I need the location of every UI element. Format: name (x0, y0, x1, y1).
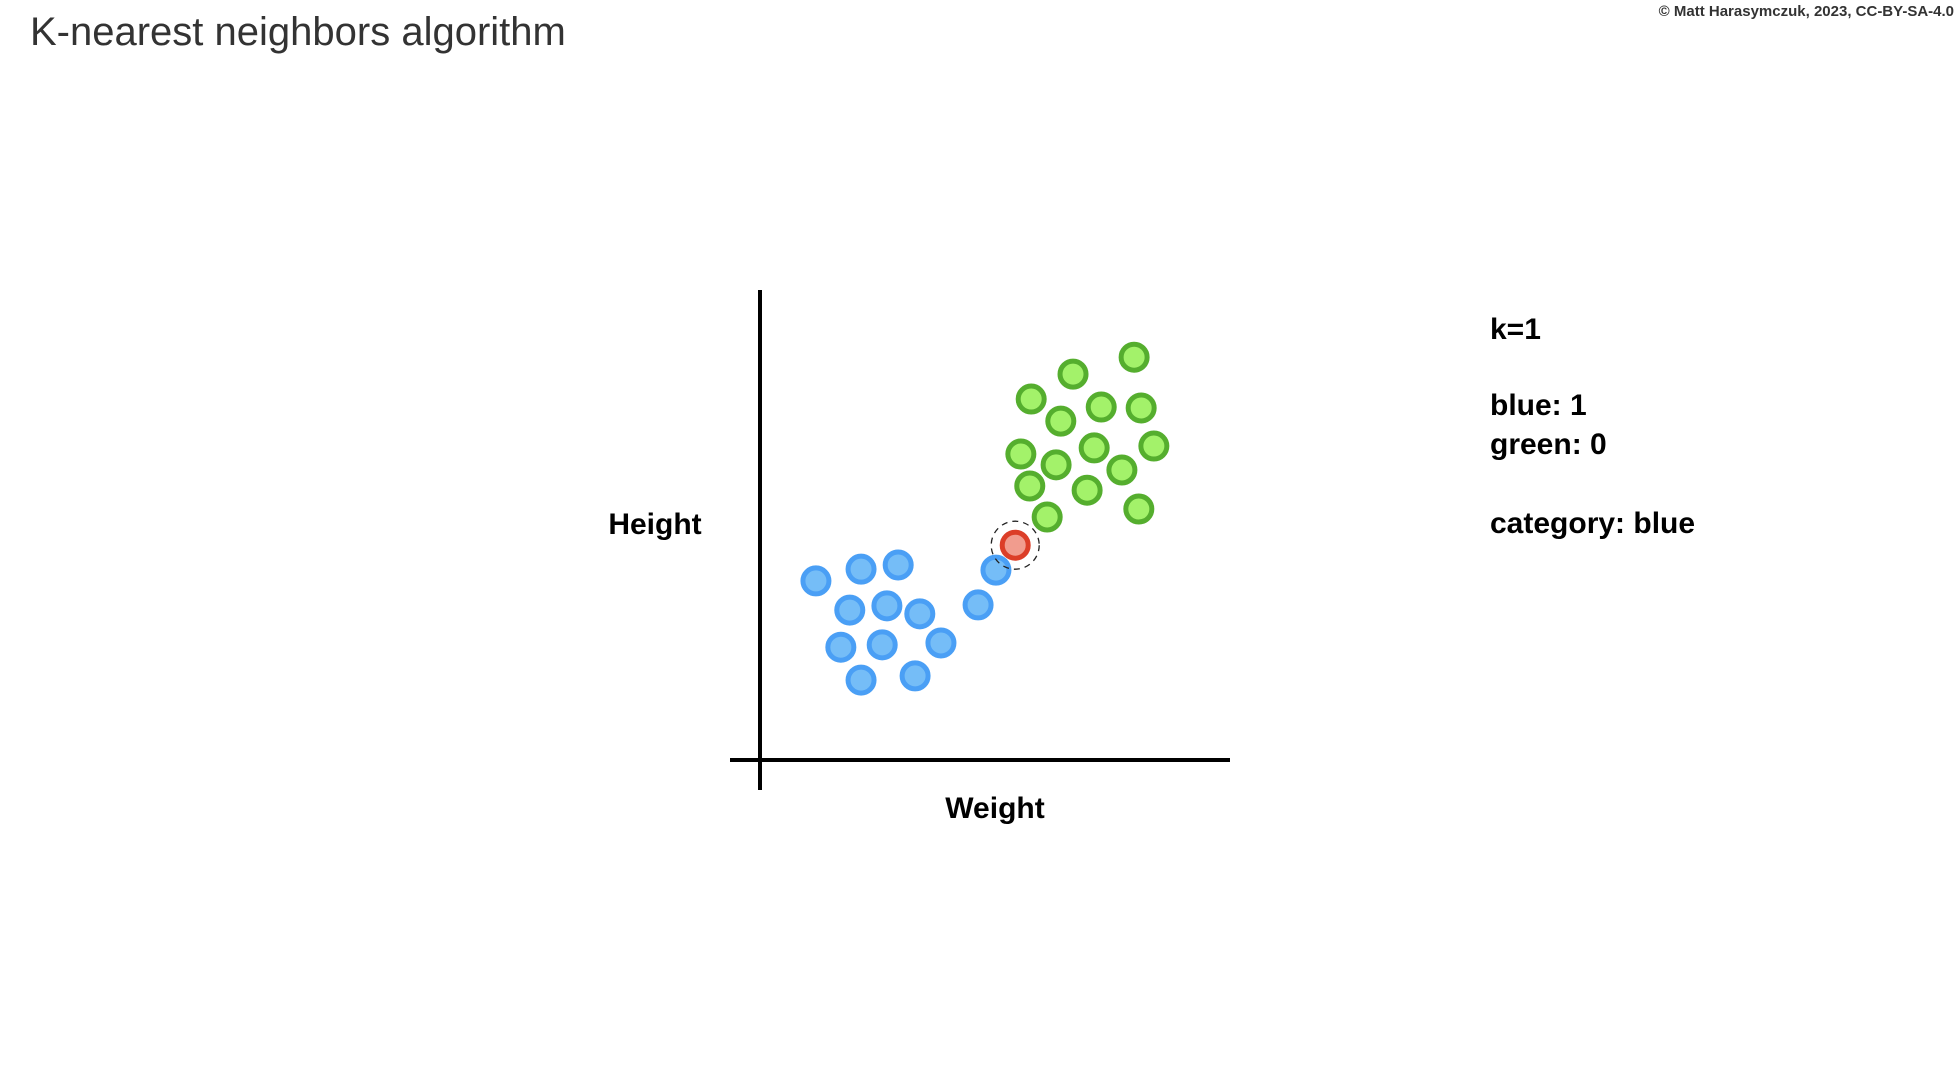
blue-point (925, 627, 957, 659)
blue-point (834, 594, 866, 626)
blue-point (980, 554, 1012, 586)
green-point (1015, 383, 1047, 415)
green-point (1138, 430, 1170, 462)
blue-point (904, 598, 936, 630)
y-axis-label: Height (608, 508, 702, 541)
blue-point (845, 553, 877, 585)
green-point (1005, 438, 1037, 470)
blue-point (962, 589, 994, 621)
blue-point (825, 631, 857, 663)
green-point (1106, 454, 1138, 486)
blue-point (871, 590, 903, 622)
category-result: category: blue (1490, 507, 1696, 540)
credit-text: © Matt Harasymczuk, 2023, CC-BY-SA-4.0 (1658, 3, 1954, 20)
green-point (1118, 341, 1150, 373)
blue-point (845, 664, 877, 696)
green-count: green: 0 (1490, 428, 1607, 461)
k-value: k=1 (1490, 313, 1541, 346)
blue-point (866, 629, 898, 661)
blue-point (882, 549, 914, 581)
neighbor-radius-ring (990, 520, 1040, 570)
blue-point (899, 660, 931, 692)
green-point (1125, 392, 1157, 424)
green-point (1045, 405, 1077, 437)
green-point (1014, 470, 1046, 502)
green-point (1078, 432, 1110, 464)
page-title: K-nearest neighbors algorithm (30, 10, 566, 54)
green-point (1057, 358, 1089, 390)
green-point (1071, 474, 1103, 506)
blue-count: blue: 1 (1490, 389, 1587, 422)
blue-point (800, 565, 832, 597)
green-point (1085, 391, 1117, 423)
query-point (999, 529, 1031, 561)
x-axis-label: Weight (945, 792, 1045, 825)
green-point (1123, 493, 1155, 525)
green-point (1031, 501, 1063, 533)
green-point (1040, 449, 1072, 481)
